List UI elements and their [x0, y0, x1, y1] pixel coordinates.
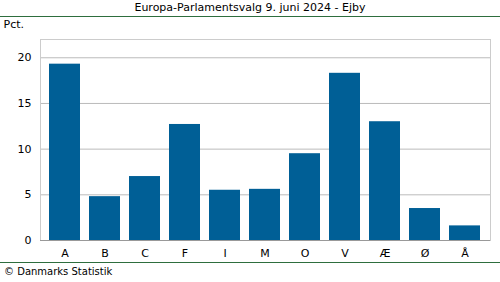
- svg-text:I: I: [223, 247, 226, 260]
- svg-text:M: M: [260, 247, 270, 260]
- svg-text:5: 5: [25, 188, 32, 201]
- svg-text:10: 10: [18, 143, 32, 156]
- svg-text:C: C: [141, 247, 149, 260]
- svg-text:V: V: [341, 247, 349, 260]
- svg-text:Ø: Ø: [421, 247, 430, 260]
- svg-text:Å: Å: [461, 247, 469, 260]
- svg-text:A: A: [61, 247, 69, 260]
- svg-text:15: 15: [18, 97, 32, 110]
- svg-text:O: O: [301, 247, 310, 260]
- svg-text:Æ: Æ: [380, 247, 391, 260]
- svg-text:B: B: [101, 247, 109, 260]
- svg-text:F: F: [182, 247, 188, 260]
- svg-text:Pct.: Pct.: [4, 18, 25, 31]
- svg-text:20: 20: [18, 51, 32, 64]
- svg-text:0: 0: [25, 234, 32, 247]
- html-text:Europa-Parlamentsvalg 9. juni: Europa-Parlamentsvalg 9. juni 2024 - Ejb…: [134, 1, 366, 14]
- html-text:© Danmarks Statistik: © Danmarks Statistik: [4, 266, 113, 277]
